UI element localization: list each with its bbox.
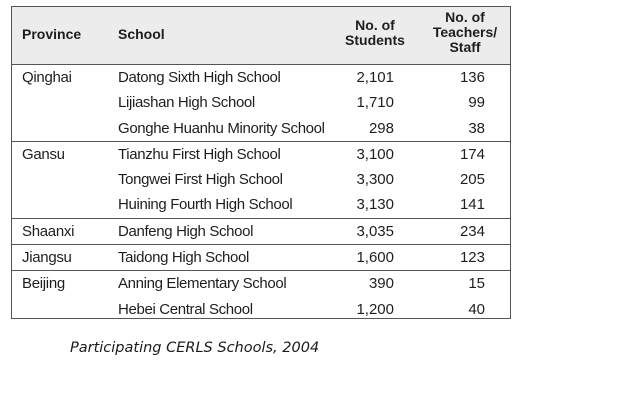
staff-cell: 99 (468, 94, 485, 112)
staff-cell: 174 (459, 145, 485, 163)
staff-cell: 141 (459, 196, 485, 214)
students-cell: 3,035 (356, 222, 394, 240)
province-cell: Shaanxi (22, 222, 75, 240)
staff-cell: 205 (459, 171, 485, 189)
students-cell: 3,300 (356, 171, 394, 189)
school-cell: Lijiashan High School (118, 94, 255, 112)
students-cell: 3,130 (356, 196, 394, 214)
province-group: Beijing Anning Elementary School 390 15 Hebe… (12, 271, 510, 322)
students-cell: 1,600 (356, 249, 394, 267)
table-row: Gonghe Huanhu Minority School 298 38 (12, 116, 510, 141)
school-cell: Datong Sixth High School (118, 69, 281, 86)
staff-cell: 38 (468, 119, 485, 137)
table-row: Beijing Anning Elementary School 390 15 (12, 271, 510, 296)
school-cell: Anning Elementary School (118, 275, 287, 293)
students-cell: 3,100 (356, 145, 394, 163)
staff-cell: 234 (459, 222, 485, 240)
province-group: Gansu Tianzhu First High School 3,100 174 To… (12, 142, 510, 219)
staff-cell: 136 (459, 69, 485, 86)
header-staff: No. of Teachers/ Staff (432, 9, 498, 55)
province-cell: Qinghai (22, 69, 72, 86)
school-cell: Tianzhu First High School (118, 145, 281, 163)
school-cell: Gonghe Huanhu Minority School (118, 119, 325, 137)
table-row: Huining Fourth High School 3,130 141 (12, 192, 510, 217)
school-cell: Danfeng High School (118, 222, 254, 240)
header-school: School (118, 26, 165, 42)
table-row: Hebei Central School 1,200 40 (12, 297, 510, 322)
staff-cell: 40 (468, 300, 485, 318)
header-province: Province (22, 26, 82, 42)
table-row: Qinghai Datong Sixth High School 2,101 136 (12, 65, 510, 90)
province-group: Jiangsu Taidong High School 1,600 123 (12, 245, 510, 272)
school-cell: Hebei Central School (118, 300, 253, 318)
school-cell: Taidong High School (118, 249, 249, 267)
table-row: Jiangsu Taidong High School 1,600 123 (12, 245, 510, 270)
header-students: No. of Students (345, 17, 405, 48)
students-cell: 2,101 (356, 69, 394, 86)
table-header: Province School No. of Students No. of T… (12, 7, 510, 65)
schools-table: Province School No. of Students No. of T… (11, 6, 511, 319)
province-group: Shaanxi Danfeng High School 3,035 234 (12, 219, 510, 246)
table-row: Gansu Tianzhu First High School 3,100 174 (12, 142, 510, 167)
students-cell: 390 (368, 275, 394, 293)
staff-cell: 123 (459, 249, 485, 267)
table-row: Lijiashan High School 1,710 99 (12, 90, 510, 115)
students-cell: 1,200 (356, 300, 394, 318)
school-cell: Tongwei First High School (118, 171, 283, 189)
table-row: Tongwei First High School 3,300 205 (12, 167, 510, 192)
school-cell: Huining Fourth High School (118, 196, 293, 214)
table-row: Shaanxi Danfeng High School 3,035 234 (12, 219, 510, 244)
province-cell: Gansu (22, 145, 65, 163)
table-body: Qinghai Datong Sixth High School 2,101 136 L… (12, 65, 510, 322)
province-cell: Jiangsu (22, 249, 72, 267)
students-cell: 1,710 (356, 94, 394, 112)
table-caption: Participating CERLS Schools, 2004 (70, 340, 320, 356)
province-group: Qinghai Datong Sixth High School 2,101 136 L… (12, 65, 510, 142)
province-cell: Beijing (22, 275, 65, 293)
staff-cell: 15 (468, 275, 485, 293)
students-cell: 298 (368, 119, 394, 137)
